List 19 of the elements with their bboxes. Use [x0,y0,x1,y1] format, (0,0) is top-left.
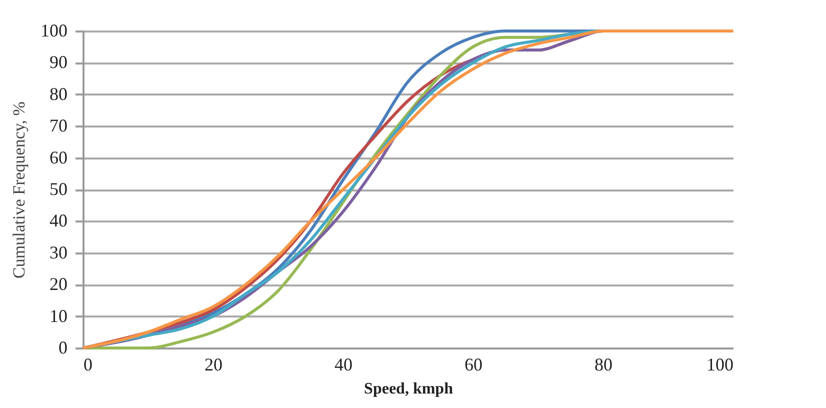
x-tick-label: 40 [334,354,352,374]
y-axis-title: Cumulative Frequency, % [10,102,28,278]
x-tick-label: 20 [204,354,222,374]
y-tick-label: 80 [50,84,68,104]
x-tick-label: 100 [706,354,734,374]
y-tick-label: 100 [40,20,68,40]
y-tick-label: 20 [50,274,68,294]
x-axis-title: Speed, kmph [364,380,454,398]
y-tick-label: 40 [50,210,68,231]
y-tick-label: 0 [58,338,68,358]
x-tick-label: 80 [594,354,612,374]
y-tick-label: 50 [50,179,68,199]
y-tick-label: 10 [50,306,68,326]
y-tick-label: 70 [50,116,68,136]
y-tick-label: 60 [50,147,68,168]
x-tick-label: 0 [84,354,92,374]
y-tick-label: 30 [50,242,68,262]
x-tick-label: 60 [464,354,482,374]
y-tick-label: 90 [50,52,68,72]
